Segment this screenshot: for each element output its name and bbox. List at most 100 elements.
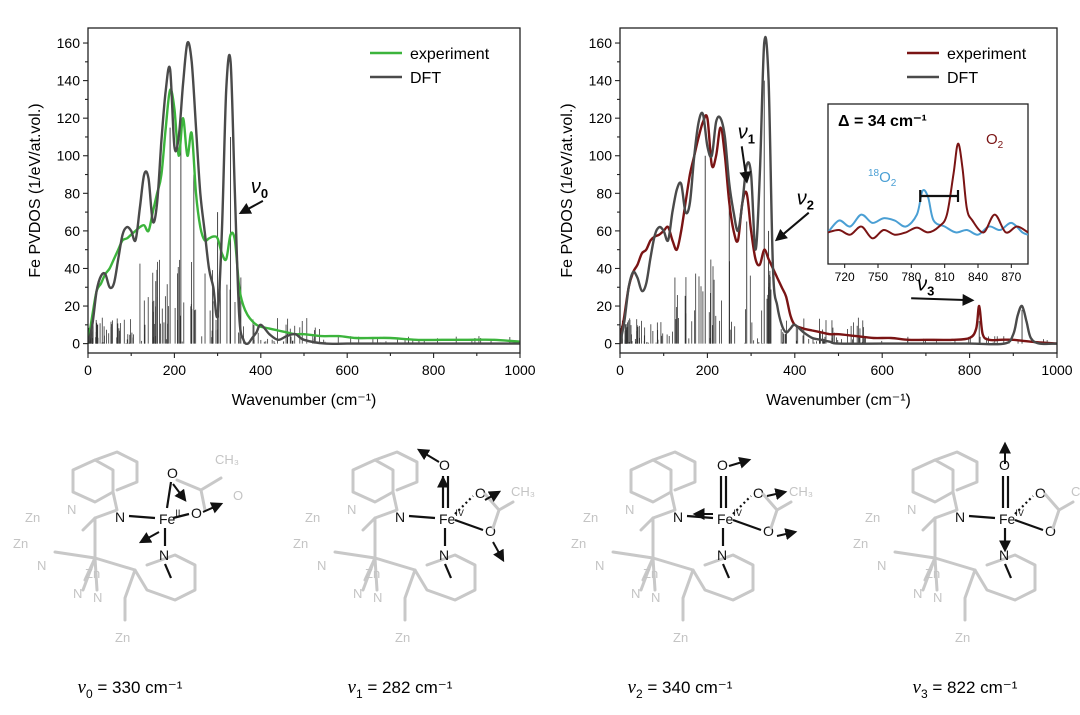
fe-symbol: Fe — [439, 511, 456, 527]
n-coordinated-label: N — [955, 509, 965, 525]
fe-o-bond — [454, 495, 474, 515]
ch3-label: CH₃ — [215, 452, 239, 467]
chart-left: 0 20 40 60 80 100 120 140 160 0 200 400 600 800 1000 Wa… — [27, 27, 536, 409]
n-label: N — [631, 586, 640, 601]
zn-label: Zn — [365, 566, 380, 581]
ligand-framework — [93, 450, 139, 492]
fe-o-bond — [732, 518, 762, 532]
motion-arrow — [416, 448, 440, 463]
ligand-bond — [93, 556, 99, 592]
ligand-bond — [373, 556, 379, 592]
n-label: N — [933, 590, 942, 605]
fe-label: FeIV — [717, 508, 742, 527]
oxo-label: O — [999, 457, 1010, 473]
mode-arrow — [238, 200, 264, 215]
mode-sub: 0 — [261, 186, 268, 201]
caption-sub: 3 — [921, 687, 928, 701]
isotope-sub: 2 — [891, 178, 897, 189]
x-tick-label: 200 — [696, 362, 720, 378]
mode-arrow — [911, 293, 975, 306]
n-label: N — [67, 502, 76, 517]
ligand-framework — [373, 450, 419, 492]
caption-sub: 2 — [636, 687, 643, 701]
o-label: O — [233, 488, 243, 503]
fe-o-bond — [172, 512, 190, 520]
y-tick-label: 80 — [596, 185, 612, 201]
fe-label: FeIV — [999, 508, 1024, 527]
ligand-framework — [651, 553, 755, 602]
ligand-bond — [611, 550, 655, 560]
inset-x-tick-label: 870 — [1001, 270, 1021, 284]
ligand-framework — [921, 490, 959, 532]
zn-label: Zn — [853, 536, 868, 551]
x-tick-label: 600 — [871, 362, 895, 378]
x-tick-label: 1000 — [504, 362, 535, 378]
caption-value: = 282 cm⁻¹ — [363, 678, 453, 697]
mode-caption: ν3 = 822 cm⁻¹ — [913, 677, 1018, 701]
ligand-framework — [933, 553, 1037, 602]
x-tick-label: 800 — [958, 362, 982, 378]
mode-caption: ν2 = 340 cm⁻¹ — [628, 677, 733, 701]
n-coordinated-label: N — [115, 509, 125, 525]
fe-o-bond — [732, 495, 752, 515]
mode-label: ν0 — [251, 176, 268, 201]
mode-label: ν3 — [917, 273, 934, 298]
n-bottom-label: N — [717, 547, 727, 563]
mode-nu: ν — [797, 188, 807, 210]
zn-label: Zn — [13, 536, 28, 551]
chart-right: 0 20 40 60 80 100 120 140 160 0 200 400 600 800 1000 Wa… — [559, 27, 1073, 409]
n-label: N — [913, 586, 922, 601]
motion-arrow — [492, 541, 505, 563]
o2-sub: 2 — [998, 140, 1004, 151]
isotope-sup: 18 — [868, 168, 880, 179]
caption-nu: ν — [348, 677, 357, 698]
zn-label: Zn — [85, 566, 100, 581]
ligand-bond — [933, 556, 939, 592]
legend-label: DFT — [410, 70, 441, 87]
n-fe-bond — [128, 514, 156, 520]
ligand-framework — [963, 568, 977, 622]
fe-label: FeIV — [439, 508, 464, 527]
n-label: N — [73, 586, 82, 601]
zn-label: Zn — [643, 566, 658, 581]
n-bottom-label: N — [999, 547, 1009, 563]
y-axis-label: Fe PVDOS (1/eV/at.vol.) — [27, 103, 44, 277]
mode-label: ν1 — [738, 121, 755, 146]
caption-nu: ν — [78, 677, 87, 698]
n-fe-bond — [408, 514, 436, 520]
zn-label: Zn — [25, 510, 40, 525]
motion-arrow — [728, 457, 752, 469]
caption-sub: 1 — [356, 687, 363, 701]
x-tick-label: 0 — [616, 362, 624, 378]
dft-sticks — [88, 118, 511, 344]
mode-sub: 3 — [927, 283, 934, 298]
y-tick-label: 60 — [64, 223, 80, 239]
ligand-framework — [933, 450, 979, 492]
isotope-main: O — [879, 169, 891, 186]
o-label: O — [1035, 485, 1046, 501]
inset-x-tick-label: 810 — [935, 270, 955, 284]
y-tick-label: 20 — [64, 298, 80, 314]
n-bond — [163, 563, 173, 579]
fe-symbol: Fe — [999, 511, 1016, 527]
ligand-framework — [81, 490, 119, 532]
n-bottom-label: N — [439, 547, 449, 563]
y-tick-label: 40 — [596, 260, 612, 276]
ligand-framework — [639, 490, 677, 532]
mode-caption: ν0 = 330 cm⁻¹ — [78, 677, 183, 701]
ligand-chain — [175, 476, 223, 512]
x-tick-label: 1000 — [1041, 362, 1072, 378]
o2-main: O — [986, 131, 998, 148]
n-label: N — [595, 558, 604, 573]
zn-label: Zn — [955, 630, 970, 645]
inset-title: Δ = 34 cm⁻¹ — [838, 113, 927, 130]
o-label: O — [167, 465, 178, 481]
fe-oxidation: IV — [1015, 508, 1024, 518]
y-tick-label: 80 — [64, 185, 80, 201]
fe-oxidation: IV — [455, 508, 464, 518]
mode-arrow — [739, 146, 752, 184]
